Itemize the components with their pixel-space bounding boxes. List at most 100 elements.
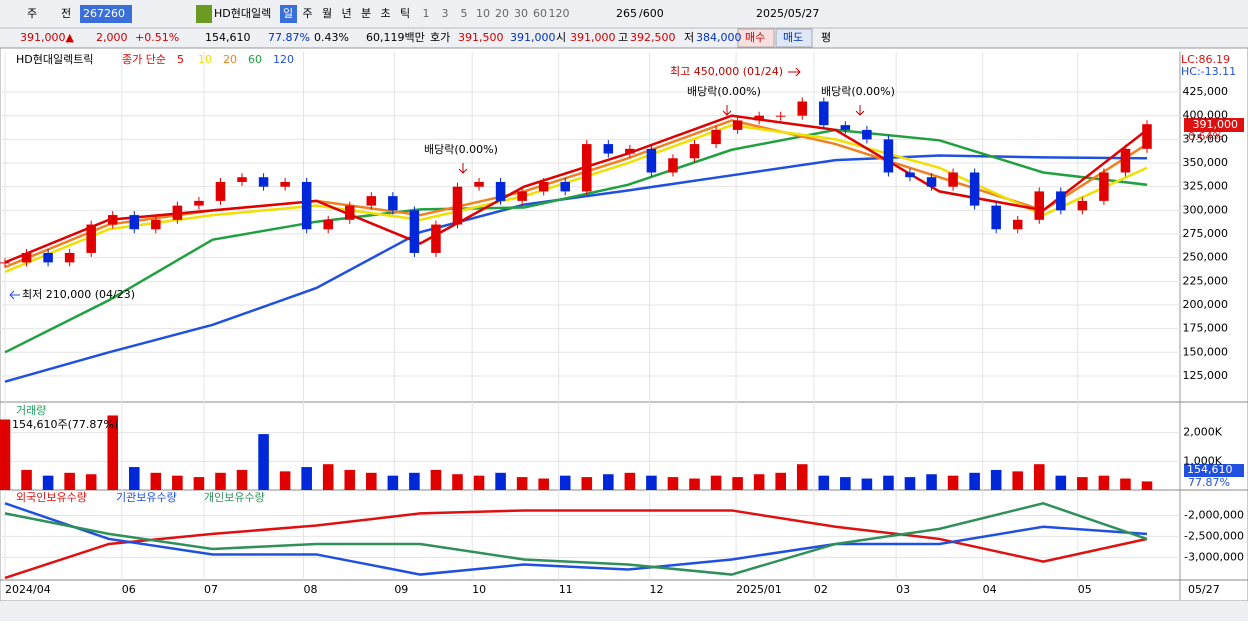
hc-label: HC:-13.11 (1181, 65, 1236, 78)
volume-bar (883, 475, 894, 490)
lc-label: LC:86.19 (1181, 53, 1230, 66)
annotation-arrow (458, 163, 468, 174)
x-tick-label: 10 (472, 583, 486, 596)
count-button[interactable]: 30 (514, 7, 528, 20)
buy-button[interactable] (737, 28, 775, 48)
volume-bar (1033, 464, 1045, 490)
annotation: 배당락(0.00%) (424, 143, 498, 156)
volume-bar (279, 471, 291, 490)
volume-marker (1184, 464, 1244, 477)
volume-bar (1012, 471, 1024, 490)
interval[interactable]: 주 (303, 7, 313, 20)
y-tick-label: 2,000K (1183, 426, 1222, 439)
volume-bar (193, 477, 205, 490)
candle (1056, 191, 1066, 211)
legend-item: 개인보유수량 (204, 491, 265, 504)
volume-bar (581, 477, 593, 490)
candle (775, 115, 786, 117)
count-button[interactable]: 3 (442, 7, 449, 20)
volume-bar (42, 475, 54, 490)
holding-line (4, 502, 1148, 576)
volume-bar (430, 469, 442, 490)
last-change: 0.64% (1188, 130, 1223, 143)
y-tick-label: -2,000,000 (1184, 508, 1244, 521)
sell-button[interactable] (775, 28, 813, 48)
candle (689, 144, 700, 159)
volume-bar (495, 472, 506, 490)
holding-line (4, 502, 1148, 576)
candle (107, 215, 118, 225)
selected-interval[interactable] (280, 5, 297, 23)
volume-bar (0, 419, 11, 490)
volume-bar (775, 472, 786, 490)
legend-item: 기관보유수량 (116, 491, 177, 504)
y-tick-label: 400,000 (1183, 109, 1229, 122)
legend-item: 외국인보유수량 (16, 491, 87, 504)
bar-count[interactable]: 265 (616, 7, 637, 20)
legend-item: 60 (248, 53, 262, 66)
count-button[interactable]: 10 (476, 7, 490, 20)
volume-bar (818, 475, 830, 490)
code[interactable]: 267260 (83, 7, 125, 20)
candle (560, 181, 570, 192)
volume-bar (64, 472, 75, 490)
quote-item: 391,000▲ (20, 31, 74, 44)
candle (582, 144, 592, 192)
volume-bar (172, 475, 183, 490)
y-tick-label: -2,500,000 (1184, 529, 1244, 542)
volume-current: 154,610 (1187, 463, 1233, 476)
volume-bar (322, 464, 334, 490)
interval[interactable]: 초 (381, 7, 391, 20)
name[interactable]: HD현대일렉 (214, 6, 271, 20)
count-button[interactable]: 1 (423, 7, 430, 20)
volume-bar (732, 477, 743, 490)
annotation-arrow (722, 105, 732, 116)
legend-item: 20 (223, 53, 237, 66)
prev[interactable]: 전 (61, 7, 71, 20)
candle (711, 129, 721, 145)
candle (258, 177, 269, 187)
interval[interactable]: 월 (322, 7, 332, 20)
x-tick-label: 08 (303, 583, 317, 596)
holding-line (4, 509, 1148, 580)
interval[interactable]: 분 (361, 7, 371, 20)
y-tick-label: 375,000 (1183, 132, 1229, 145)
candle (668, 158, 678, 173)
bar-max: /600 (639, 7, 664, 20)
interval[interactable]: 틱 (400, 7, 410, 20)
volume-bar (689, 478, 700, 490)
count-button[interactable]: 20 (495, 7, 509, 20)
count-button[interactable]: 60 (533, 7, 547, 20)
candle (883, 139, 894, 173)
code-box[interactable] (80, 5, 132, 23)
period[interactable]: 주 (27, 7, 37, 20)
candle (646, 148, 657, 173)
candle (1034, 191, 1045, 220)
date[interactable]: 2025/05/27 (756, 7, 819, 20)
candle (172, 205, 183, 220)
count-button[interactable]: 120 (549, 7, 570, 20)
volume-bar (538, 478, 549, 490)
candle (1120, 148, 1131, 173)
candle (409, 210, 420, 253)
volume-bar (409, 472, 420, 490)
ma-line (4, 128, 1148, 354)
interval[interactable]: 년 (342, 7, 352, 20)
price-marker (1184, 118, 1244, 132)
count-button[interactable]: 5 (461, 7, 468, 20)
y-tick-label: 150,000 (1183, 345, 1229, 358)
volume-bar (366, 472, 377, 490)
candle (474, 181, 484, 187)
volume-bar (753, 474, 765, 490)
volume-bar (1098, 475, 1110, 490)
volume-bar (107, 415, 119, 490)
candle (1077, 200, 1088, 211)
volume-bar (796, 464, 808, 490)
volume-bar (236, 469, 248, 490)
volume-bar (603, 474, 614, 490)
scrollbar[interactable] (0, 601, 1248, 621)
interval[interactable]: 일 (283, 6, 293, 20)
volume-bar (710, 475, 722, 490)
axis-area (1180, 52, 1246, 600)
